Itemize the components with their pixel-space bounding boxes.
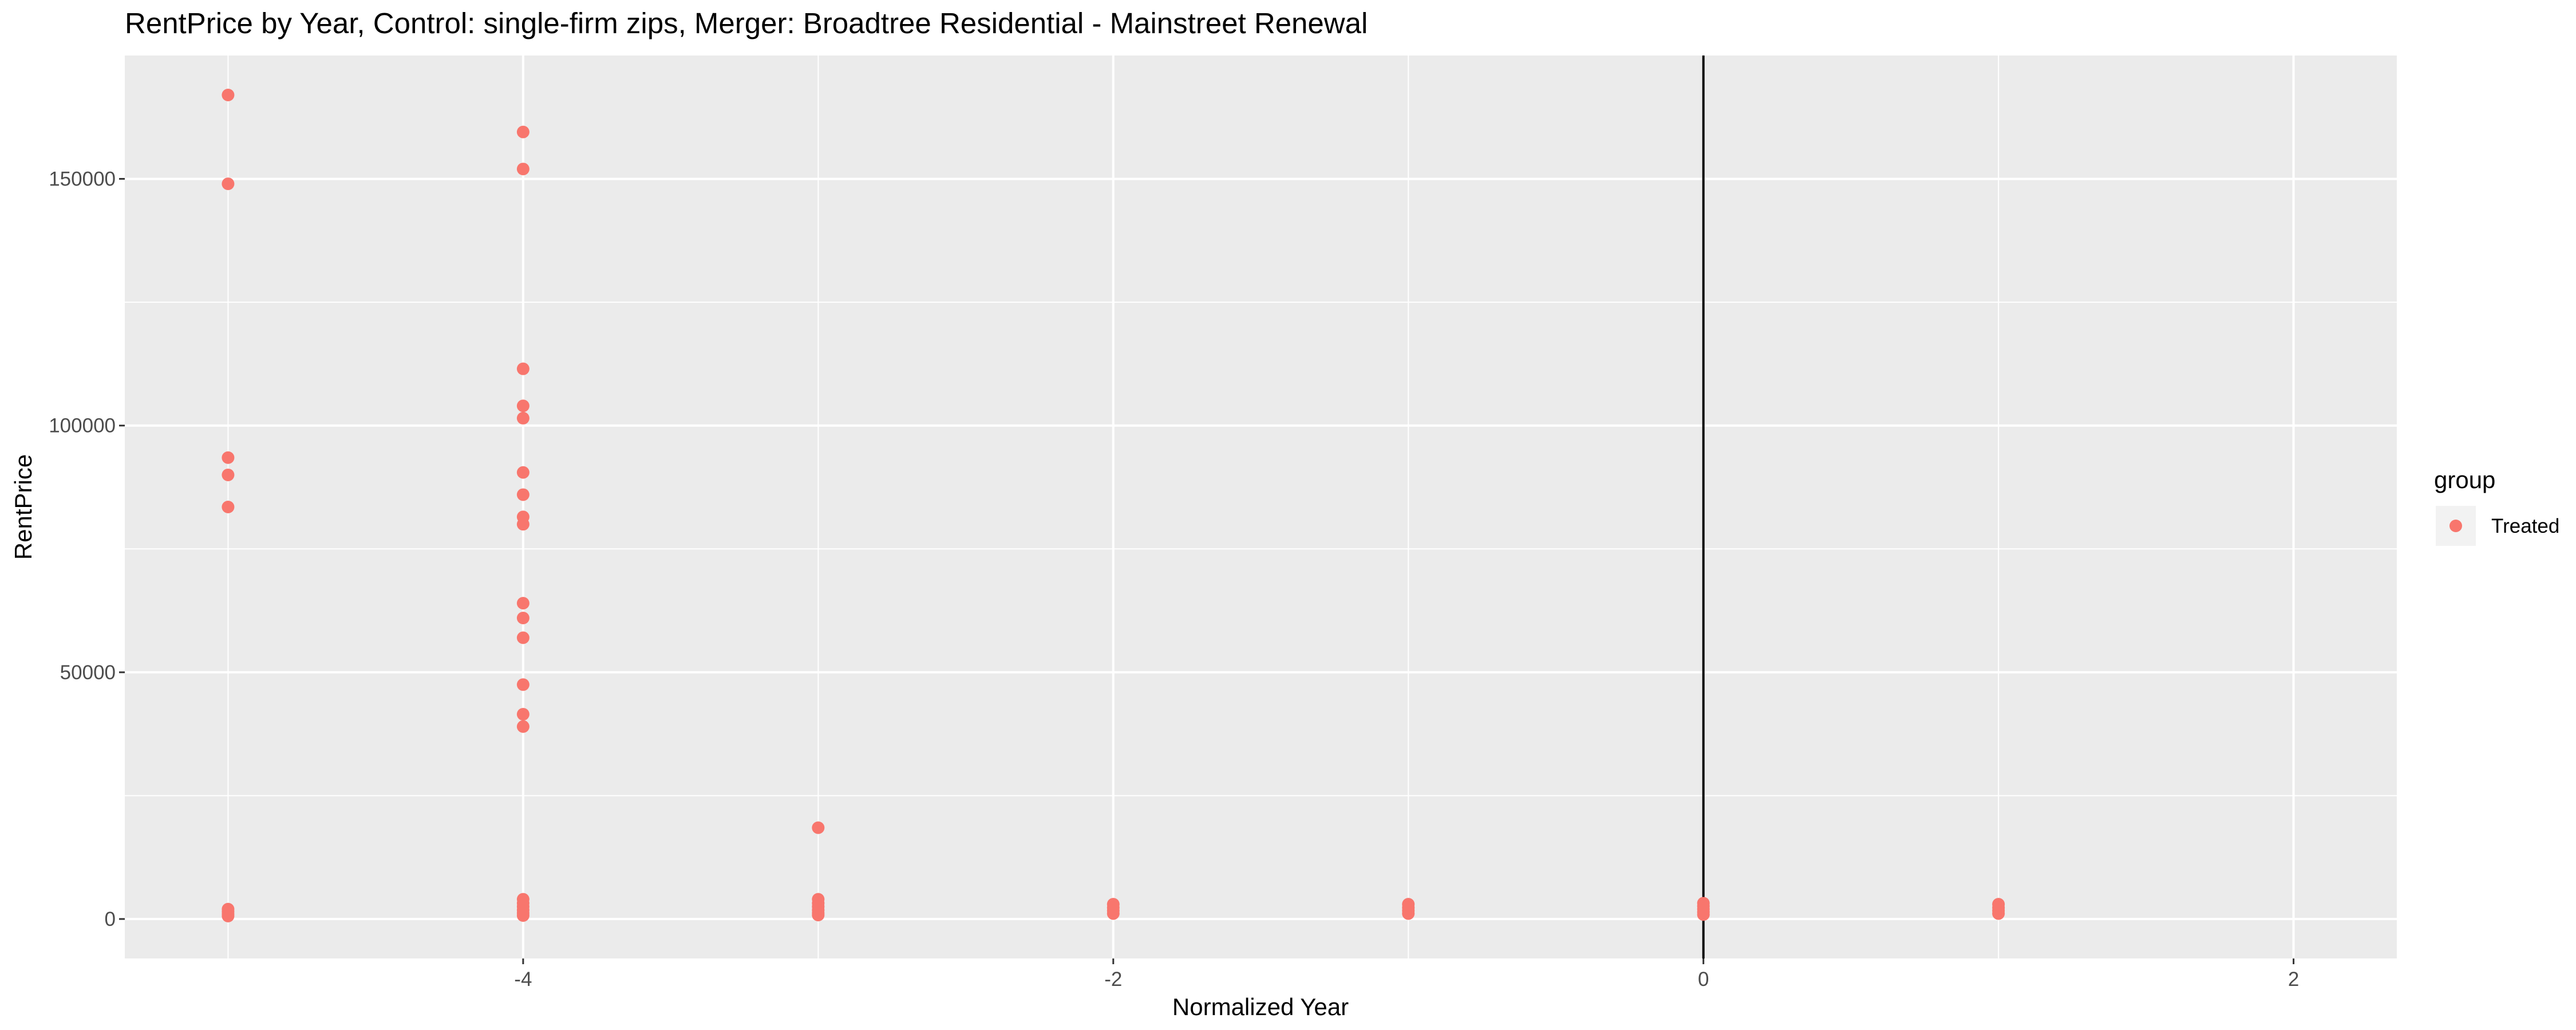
data-point xyxy=(516,631,530,644)
data-point xyxy=(516,411,530,425)
data-point xyxy=(222,468,235,481)
data-point xyxy=(516,612,530,625)
x-tick-label: -2 xyxy=(1104,968,1122,991)
y-tick-label: 0 xyxy=(105,908,116,930)
data-point xyxy=(1107,907,1120,920)
legend-title: group xyxy=(2434,466,2495,493)
data-point xyxy=(516,362,530,375)
data-point xyxy=(516,466,530,479)
y-tick-label: 50000 xyxy=(60,661,116,684)
x-tick-label: -4 xyxy=(514,968,532,991)
x-axis-ticks: -4 -2 0 2 xyxy=(514,958,2299,991)
data-point xyxy=(516,909,530,922)
y-tick-label: 100000 xyxy=(49,415,116,437)
data-point xyxy=(222,501,235,513)
data-point xyxy=(516,399,530,413)
legend-label-treated: Treated xyxy=(2491,515,2559,537)
data-point xyxy=(516,678,530,691)
data-point xyxy=(516,720,530,733)
data-point xyxy=(1992,907,2005,920)
x-tick-label: 2 xyxy=(2288,968,2299,991)
data-point xyxy=(1697,908,1710,921)
x-axis-title: Normalized Year xyxy=(1172,993,1349,1020)
data-point xyxy=(222,909,235,922)
data-point xyxy=(222,88,235,101)
legend: group Treated xyxy=(2434,466,2559,546)
y-axis-ticks: 0 50000 100000 150000 xyxy=(49,168,125,930)
plot-panel xyxy=(125,56,2397,958)
grid-minor xyxy=(125,56,2397,958)
grid-major xyxy=(125,56,2397,958)
y-axis-title: RentPrice xyxy=(10,454,37,560)
data-point xyxy=(222,177,235,191)
chart-title: RentPrice by Year, Control: single-firm … xyxy=(125,7,1368,39)
data-point xyxy=(516,708,530,721)
data-point xyxy=(812,821,825,834)
data-point xyxy=(812,909,825,922)
data-point xyxy=(516,163,530,176)
data-point xyxy=(516,597,530,610)
data-point xyxy=(1402,907,1415,920)
x-tick-label: 0 xyxy=(1698,968,1709,991)
legend-key-dot xyxy=(2449,520,2462,532)
data-point xyxy=(516,488,530,501)
data-point xyxy=(516,518,530,531)
y-tick-label: 150000 xyxy=(49,168,116,191)
points-layer xyxy=(222,88,2005,922)
data-point xyxy=(222,451,235,464)
data-point xyxy=(516,125,530,138)
